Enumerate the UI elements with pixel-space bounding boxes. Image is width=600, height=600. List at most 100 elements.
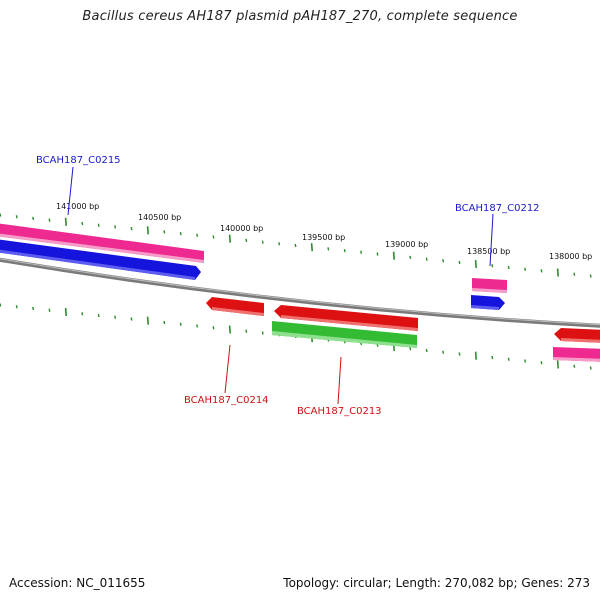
- inner-minor-tick: [425, 348, 428, 353]
- gene-feature-blue-c0212-shadow: [471, 305, 499, 310]
- outer-minor-tick: [97, 223, 100, 227]
- accession-text: Accession: NC_011655: [9, 576, 146, 590]
- gene-feature-red-c0214-shadow: [212, 307, 264, 316]
- tick-label-138500: 138500 bp: [467, 247, 510, 256]
- outer-minor-tick: [442, 259, 445, 263]
- inner-minor-tick: [163, 320, 166, 325]
- outer-minor-tick: [540, 269, 543, 273]
- gene-feature-red-c0214[interactable]: [206, 297, 264, 316]
- gene-feature-green-c0213-shadow: [272, 331, 417, 348]
- tick-label-140500: 140500 bp: [138, 213, 181, 222]
- outer-minor-tick: [425, 257, 428, 261]
- inner-minor-tick: [81, 312, 84, 316]
- gene-label-c0214[interactable]: BCAH187_C0214: [184, 395, 269, 406]
- leader-line-c0214: [224, 344, 231, 394]
- outer-minor-tick: [179, 231, 182, 236]
- gene-feature-pink-c0215-shadow: [0, 233, 204, 263]
- inner-major-tick: [64, 307, 67, 317]
- inner-minor-tick: [130, 317, 133, 321]
- inner-minor-tick: [15, 305, 18, 309]
- gene-feature-red-c0213[interactable]: [274, 305, 418, 331]
- inner-minor-tick: [524, 359, 527, 363]
- inner-major-tick: [146, 316, 149, 325]
- outer-minor-tick: [81, 221, 84, 226]
- inner-minor-tick: [491, 355, 494, 360]
- inner-minor-tick: [114, 315, 117, 319]
- outer-minor-tick: [294, 243, 297, 248]
- inner-minor-tick: [245, 329, 248, 333]
- outer-minor-tick: [32, 216, 35, 221]
- inner-minor-tick: [442, 350, 445, 354]
- gene-feature-red-c0213-shadow: [281, 315, 418, 331]
- tick-label-139000: 139000 bp: [385, 240, 428, 249]
- outer-minor-tick: [458, 260, 461, 265]
- outer-major-tick: [392, 251, 395, 260]
- leader-line-c0213: [337, 356, 342, 405]
- outer-minor-tick: [360, 250, 363, 254]
- inner-minor-tick: [261, 331, 264, 335]
- outer-minor-tick: [376, 252, 379, 256]
- tick-label-138000: 138000 bp: [549, 252, 592, 261]
- gene-label-c0213[interactable]: BCAH187_C0213: [297, 406, 382, 417]
- gene-feature-blue-c0215-shadow: [0, 249, 195, 280]
- inner-minor-tick: [179, 322, 182, 326]
- summary-text: Topology: circular; Length: 270,082 bp; …: [283, 576, 590, 590]
- inner-minor-tick: [212, 326, 215, 330]
- outer-minor-tick: [163, 230, 166, 234]
- outer-minor-tick: [245, 238, 248, 243]
- outer-minor-tick: [212, 235, 215, 239]
- outer-minor-tick: [0, 213, 2, 217]
- gene-feature-blue-c0215[interactable]: [0, 239, 201, 280]
- outer-minor-tick: [327, 247, 330, 251]
- outer-minor-tick: [573, 272, 576, 276]
- inner-minor-tick: [540, 361, 543, 365]
- leader-line-c0215: [67, 166, 74, 216]
- outer-minor-tick: [130, 226, 133, 231]
- outer-minor-tick: [15, 215, 18, 219]
- outer-minor-tick: [589, 274, 592, 278]
- inner-minor-tick: [458, 352, 461, 356]
- outer-major-tick: [64, 217, 67, 226]
- plasmid-backbone: [0, 257, 600, 328]
- gene-feature-pink-c0215[interactable]: [0, 223, 204, 263]
- outer-minor-tick: [491, 264, 494, 268]
- outer-minor-tick: [196, 233, 199, 237]
- plasmid-backbone-highlight: [0, 258, 600, 326]
- outer-minor-tick: [343, 248, 346, 253]
- outer-major-tick: [146, 226, 149, 235]
- outer-minor-tick: [261, 240, 264, 244]
- gene-feature-pink-right-shadow: [553, 357, 600, 362]
- gene-feature-green-c0213[interactable]: [272, 321, 417, 348]
- gene-label-c0212[interactable]: BCAH187_C0212: [455, 203, 540, 214]
- inner-major-tick: [556, 360, 559, 369]
- inner-minor-tick: [48, 308, 51, 312]
- outer-minor-tick: [409, 255, 412, 260]
- gene-feature-red-right-shadow: [561, 338, 600, 343]
- tick-label-139500: 139500 bp: [302, 233, 345, 242]
- outer-minor-tick: [114, 225, 117, 229]
- outer-minor-tick: [524, 267, 527, 271]
- inner-minor-tick: [97, 313, 100, 318]
- inner-minor-tick: [0, 303, 2, 307]
- leader-line-c0212: [489, 213, 494, 267]
- inner-minor-tick: [32, 306, 35, 311]
- inner-minor-tick: [196, 324, 199, 328]
- outer-minor-tick: [48, 218, 51, 222]
- outer-minor-tick: [507, 265, 510, 270]
- map-title: Bacillus cereus AH187 plasmid pAH187_270…: [82, 9, 518, 24]
- outer-major-tick: [474, 260, 477, 269]
- gene-label-c0215[interactable]: BCAH187_C0215: [36, 155, 121, 166]
- inner-minor-tick: [589, 366, 592, 370]
- inner-minor-tick: [409, 347, 412, 351]
- outer-major-tick: [556, 268, 559, 277]
- inner-minor-tick: [573, 364, 576, 368]
- outer-tick-track: [0, 213, 592, 278]
- outer-major-tick: [228, 234, 231, 243]
- inner-major-tick: [474, 351, 477, 360]
- gene-feature-pink-c0212-shadow: [472, 288, 507, 293]
- inner-minor-tick: [507, 357, 510, 361]
- tick-label-141000: 141000 bp: [56, 202, 99, 211]
- outer-minor-tick: [278, 242, 281, 246]
- inner-major-tick: [228, 325, 231, 334]
